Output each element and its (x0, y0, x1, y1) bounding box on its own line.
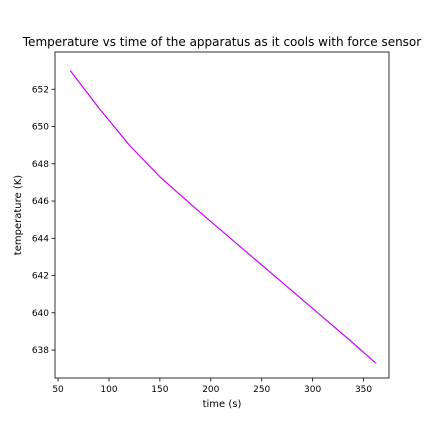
plot-area-frame (54, 51, 390, 379)
x-tick-label: 50 (52, 385, 64, 395)
y-tick-label: 646 (32, 197, 49, 207)
x-tick-label: 150 (151, 385, 168, 395)
y-tick-label: 640 (32, 309, 49, 319)
x-tick-label: 200 (202, 385, 219, 395)
y-tick-label: 650 (32, 123, 49, 133)
y-tick-label: 644 (32, 234, 49, 244)
x-tick-label: 350 (355, 385, 372, 395)
series-layer (69, 70, 377, 364)
x-axis-label: time (s) (203, 399, 242, 410)
y-axis-label: temperature (K) (13, 175, 24, 255)
series-line-0 (69, 70, 377, 364)
x-axis: 50 100 150 200 250 300 350 (52, 378, 372, 395)
x-tick-label: 300 (304, 385, 321, 395)
y-tick-label: 652 (32, 85, 49, 95)
y-tick-label: 648 (32, 160, 49, 170)
y-axis: 638 640 642 644 646 648 650 652 (32, 85, 55, 356)
x-tick-label: 250 (253, 385, 270, 395)
chart-title: Temperature vs time of the apparatus as … (22, 35, 422, 49)
y-tick-label: 638 (32, 346, 49, 356)
x-tick-label: 100 (100, 385, 117, 395)
y-tick-label: 642 (32, 272, 49, 282)
